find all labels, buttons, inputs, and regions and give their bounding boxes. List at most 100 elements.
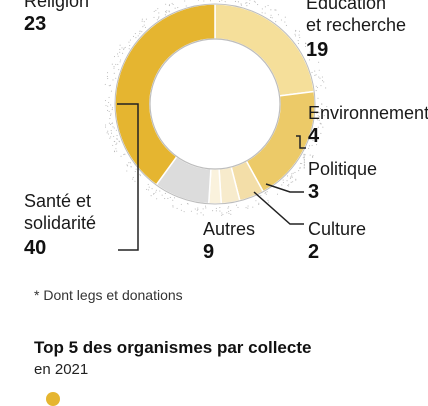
rim-dot xyxy=(312,157,313,158)
rim-dot xyxy=(241,3,242,4)
rim-dot xyxy=(275,10,276,11)
label-religion: Religion 23 xyxy=(24,0,89,34)
rim-dot xyxy=(112,109,113,110)
rim-dot xyxy=(267,191,268,192)
rim-dot xyxy=(266,194,267,195)
label-culture-name: Culture xyxy=(308,220,366,238)
rim-dot xyxy=(130,40,131,41)
rim-dot xyxy=(310,155,311,156)
rim-dot xyxy=(172,3,173,4)
rim-dot xyxy=(281,184,282,185)
rim-dot xyxy=(181,204,182,205)
rim-dot xyxy=(165,193,166,194)
rim-dot xyxy=(255,2,256,3)
rim-dot xyxy=(312,155,313,156)
rim-dot xyxy=(304,160,305,161)
rim-dot xyxy=(262,12,263,13)
rim-dot xyxy=(236,205,237,206)
rim-dot xyxy=(128,42,129,43)
rim-dot xyxy=(283,182,284,183)
rim-dot xyxy=(115,64,116,65)
label-culture-value: 2 xyxy=(308,242,366,262)
rim-dot xyxy=(304,155,305,156)
rim-dot xyxy=(136,169,137,170)
rim-dot xyxy=(323,81,324,82)
rim-dot xyxy=(172,205,173,206)
rim-dot xyxy=(219,207,220,208)
rim-dot xyxy=(174,197,175,198)
rim-dot xyxy=(110,136,111,137)
rim-dot xyxy=(133,177,134,178)
rim-dot xyxy=(318,62,319,63)
rim-dot xyxy=(112,107,113,108)
rim-dot xyxy=(246,5,247,6)
rim-dot xyxy=(115,78,116,79)
rim-dot xyxy=(299,168,300,169)
rim-dot xyxy=(110,115,111,116)
rim-dot xyxy=(281,19,282,20)
rim-dot xyxy=(109,85,110,86)
rim-dot xyxy=(265,6,266,7)
rim-dot xyxy=(105,84,106,85)
rim-dot xyxy=(172,200,173,201)
rim-dot xyxy=(119,52,120,53)
rim-dot xyxy=(291,175,292,176)
rim-dot xyxy=(117,64,118,65)
rim-dot xyxy=(140,175,141,176)
label-politique: Politique 3 xyxy=(308,160,377,202)
rim-dot xyxy=(271,15,272,16)
rim-dot xyxy=(254,1,255,2)
rim-dot xyxy=(173,206,174,207)
rim-dot xyxy=(241,5,242,6)
rim-dot xyxy=(151,195,152,196)
rim-dot xyxy=(108,102,109,103)
rim-dot xyxy=(288,185,289,186)
rim-dot xyxy=(314,71,315,72)
rim-dot xyxy=(120,156,121,157)
rim-dot xyxy=(107,78,108,79)
rim-dot xyxy=(135,37,136,38)
rim-dot xyxy=(120,61,121,62)
rim-dot xyxy=(107,72,108,73)
rim-dot xyxy=(122,53,123,54)
rim-dot xyxy=(299,31,300,32)
rim-dot xyxy=(144,21,145,22)
rim-dot xyxy=(222,214,223,215)
rim-dot xyxy=(245,3,246,4)
rim-dot xyxy=(248,206,249,207)
rim-dot xyxy=(177,7,178,8)
rim-dot xyxy=(294,172,295,173)
rim-dot xyxy=(111,133,112,134)
label-autres-value: 9 xyxy=(203,242,255,262)
rim-dot xyxy=(113,68,114,69)
rim-dot xyxy=(278,14,279,15)
rim-dot xyxy=(125,47,126,48)
label-sante-name-2: solidarité xyxy=(24,214,96,232)
rim-dot xyxy=(325,87,326,88)
rim-dot xyxy=(164,198,165,199)
rim-dot xyxy=(299,35,300,36)
rim-dot xyxy=(267,200,268,201)
rim-dot xyxy=(158,18,159,19)
label-politique-value: 3 xyxy=(308,182,377,202)
rim-dot xyxy=(105,127,106,128)
rim-dot xyxy=(142,26,143,27)
rim-dot xyxy=(144,25,145,26)
rim-dot xyxy=(156,190,157,191)
section-subtitle: en 2021 xyxy=(34,361,88,378)
rim-dot xyxy=(116,151,117,152)
rim-dot xyxy=(283,180,284,181)
rim-dot xyxy=(129,45,130,46)
rim-dot xyxy=(258,203,259,204)
rim-dot xyxy=(205,207,206,208)
rim-dot xyxy=(294,34,295,35)
rim-dot xyxy=(268,202,269,203)
rim-dot xyxy=(304,162,305,163)
rim-dot xyxy=(105,105,106,106)
rim-dot xyxy=(203,0,204,1)
rim-dot xyxy=(118,69,119,70)
rim-dot xyxy=(158,12,159,13)
rim-dot xyxy=(107,106,108,107)
label-environnement-name: Environnement xyxy=(308,104,428,122)
rim-dot xyxy=(216,208,217,209)
